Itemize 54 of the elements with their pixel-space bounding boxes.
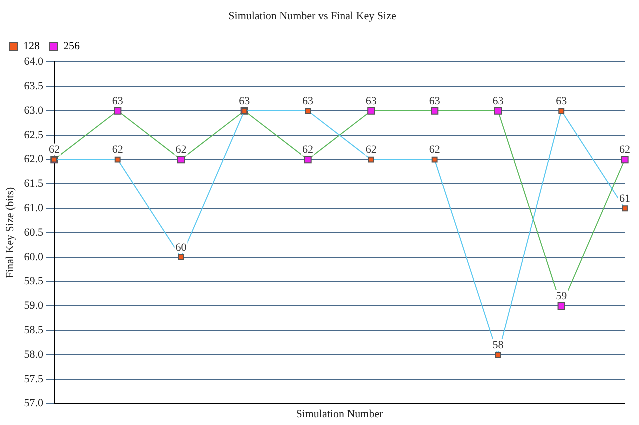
data-label: 62 — [429, 144, 440, 156]
data-label: 63 — [492, 95, 504, 108]
point — [368, 107, 376, 115]
point — [622, 206, 628, 212]
point — [432, 156, 438, 163]
y-tick-label: 58.0 — [24, 348, 44, 361]
y-axis-title: Final Key Size (bits) — [4, 186, 16, 279]
legend-label: 256 — [64, 40, 80, 53]
data-label: 62 — [48, 144, 60, 156]
point — [494, 107, 502, 115]
point — [368, 156, 374, 163]
data-label: 63 — [429, 95, 441, 108]
point — [304, 156, 312, 164]
chart-title: Simulation Number vs Final Key Size — [228, 10, 396, 22]
data-label: 63 — [302, 95, 314, 108]
point — [621, 156, 629, 164]
data-label: 63 — [366, 95, 378, 108]
data-label: 63 — [239, 95, 251, 108]
data-label: 62 — [302, 144, 314, 156]
y-tick-label: 63.5 — [24, 80, 44, 92]
data-label: 58 — [492, 339, 504, 352]
point — [558, 302, 566, 310]
point — [558, 108, 565, 114]
y-tick-label: 59.5 — [24, 276, 44, 288]
y-tick-label: 62.0 — [24, 154, 44, 166]
point — [495, 352, 502, 358]
y-tick-label: 62.5 — [24, 129, 44, 142]
y-tick-label: 57.0 — [24, 398, 44, 410]
y-tick-label: 58.5 — [24, 324, 44, 336]
data-label: 63 — [112, 95, 124, 108]
data-label: 62 — [176, 144, 187, 156]
y-tick-label: 61.5 — [24, 178, 44, 190]
data-label: 62 — [366, 144, 377, 156]
data-label: 62 — [112, 144, 124, 156]
data-label: 59 — [556, 290, 568, 303]
point — [305, 108, 312, 114]
data-label: 62 — [620, 144, 630, 156]
data-label: 61 — [620, 192, 630, 205]
y-tick-label: 61.0 — [24, 202, 44, 214]
point — [114, 156, 121, 163]
y-tick-label: 57.5 — [24, 373, 44, 386]
y-tick-label: 59.0 — [24, 300, 44, 312]
legend-label: 128 — [24, 40, 40, 53]
y-tick-label: 60.5 — [24, 226, 44, 239]
point — [177, 156, 186, 164]
data-label: 63 — [556, 95, 568, 108]
y-tick-label: 63.0 — [24, 104, 44, 117]
point — [430, 107, 439, 115]
y-tick-label: 60.0 — [24, 251, 44, 264]
point — [114, 107, 122, 115]
point — [178, 254, 184, 260]
y-tick-label: 64.0 — [24, 56, 44, 68]
x-axis-title: Simulation Number — [296, 408, 384, 420]
data-label: 60 — [176, 242, 188, 254]
